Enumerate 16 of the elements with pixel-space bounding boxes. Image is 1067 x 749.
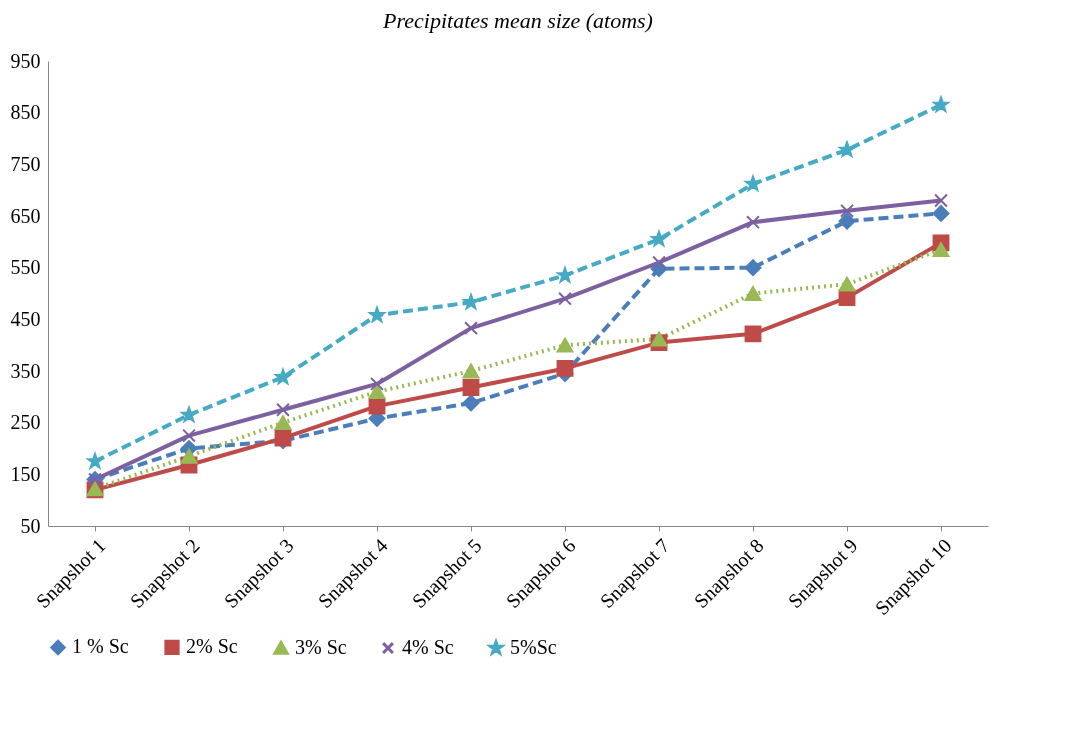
y-tick-label: 750	[10, 152, 41, 175]
legend-label: 4% Sc	[402, 636, 454, 659]
y-tick-label: 350	[10, 359, 41, 382]
y-tick-label: 450	[10, 307, 41, 330]
legend-label: 1 % Sc	[72, 635, 129, 658]
y-tick-label: 650	[10, 204, 41, 227]
y-tick-label: 150	[10, 462, 41, 485]
legend-label: 2% Sc	[186, 635, 238, 658]
y-tick-label: 250	[10, 411, 41, 434]
chart-title: Precipitates mean size (atoms)	[382, 8, 653, 33]
y-tick-label: 550	[10, 256, 41, 279]
y-tick-label: 950	[10, 49, 41, 72]
legend-label: 3% Sc	[295, 635, 347, 658]
legend-label: 5%Sc	[510, 636, 557, 659]
y-tick-label: 850	[10, 101, 41, 124]
y-tick-label: 50	[20, 514, 41, 537]
